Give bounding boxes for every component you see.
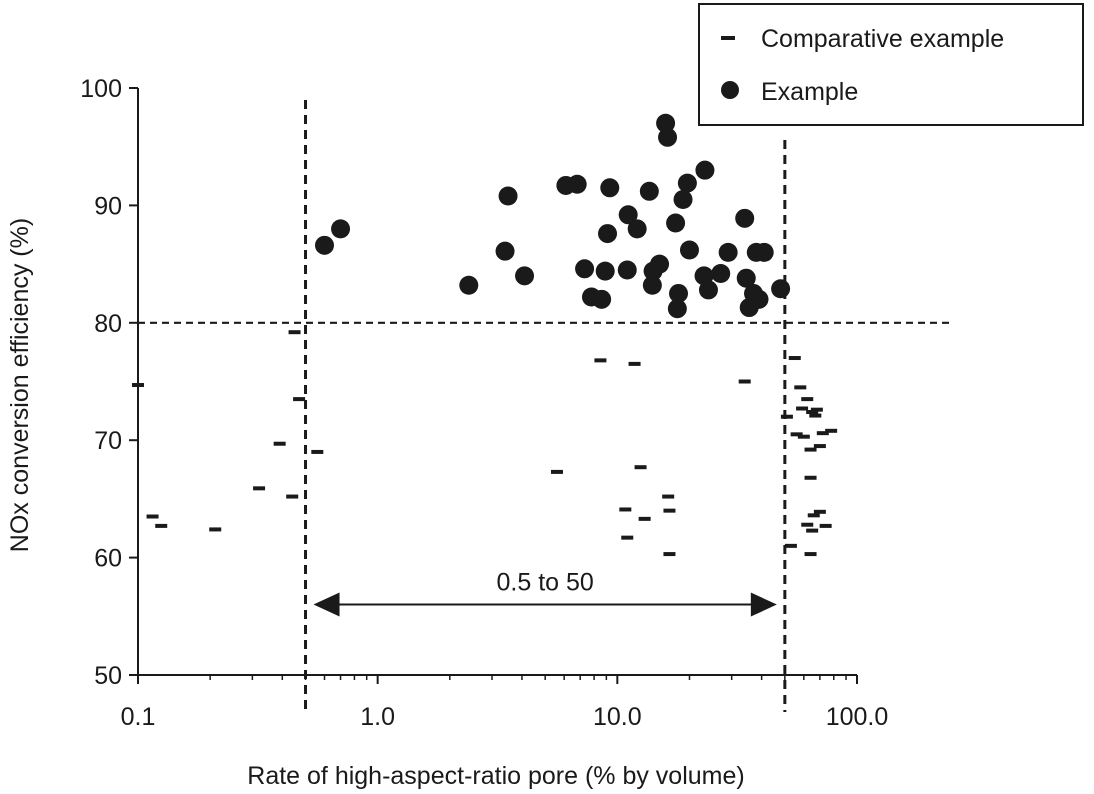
example-point [735,209,754,228]
y-tick-label: 60 [94,545,122,573]
example-point [515,266,534,285]
comparative-point [796,407,808,411]
comparative-point [805,552,817,556]
comparative-point [147,515,159,519]
x-axis-label: Rate of high-aspect-ratio pore (% by vol… [247,762,744,790]
legend-marker-example [721,81,739,99]
comparative-point [155,524,167,528]
comparative-point [635,465,647,469]
y-axis-label: NOx conversion efficiency (%) [6,218,34,552]
example-point [600,178,619,197]
comparative-point [805,476,817,480]
comparative-point [274,442,286,446]
comparative-point [806,529,818,533]
example-point [628,219,647,238]
example-point [592,290,611,309]
comparative-point [621,536,633,540]
example-point [650,255,669,274]
legend-box [699,4,1083,125]
comparative-point [809,414,821,418]
x-tick-label: 1.0 [360,703,395,731]
comparative-point [801,397,813,401]
y-ticks: 50 60 70 80 90 100 [80,75,138,690]
y-tick-label: 70 [94,427,122,455]
comparative-point [811,408,823,412]
example-point [598,224,617,243]
range-label: 0.5 to 50 [497,569,594,597]
comparative-point [789,356,801,360]
comparative-point [814,444,826,448]
example-point [575,259,594,278]
range-annotation: 0.5 to 50 [314,569,777,617]
example-point [755,243,774,262]
legend: Comparative example Example [699,4,1083,125]
comparative-point [662,495,674,499]
legend-marker-comparative [721,36,735,40]
example-point [771,279,790,298]
example-point [666,214,685,233]
x-ticks: 0.1 1.0 10.0 100.0 [121,675,889,731]
comparative-point [798,435,810,439]
comparative-point [801,523,813,527]
comparative-point [311,450,323,454]
comparative-point [663,509,675,513]
y-tick-label: 80 [94,310,122,338]
legend-label-comparative: Comparative example [761,25,1004,53]
example-point [499,187,518,206]
example-point [658,128,677,147]
comparative-point [253,486,265,490]
y-tick-label: 90 [94,192,122,220]
comparative-point [781,415,793,419]
comparative-point [132,383,144,387]
comparative-point [619,507,631,511]
comparative-point [209,527,221,531]
reference-lines [138,100,950,712]
y-tick-label: 50 [94,662,122,690]
comparative-point [785,544,797,548]
example-point [568,175,587,194]
example-point [331,219,350,238]
comparative-point [825,429,837,433]
example-point [496,242,515,261]
x-tick-label: 0.1 [121,703,156,731]
example-point [674,190,693,209]
example-point [699,280,718,299]
example-point [711,264,730,283]
comparative-point [808,513,820,517]
x-tick-label: 10.0 [593,703,642,731]
range-arrow-right-head [751,593,777,617]
comparative-point [663,552,675,556]
comparative-point [629,362,641,366]
y-tick-label: 100 [80,75,122,103]
example-point [680,241,699,260]
legend-label-example: Example [761,78,858,106]
axes: 50 60 70 80 90 100 0.1 1.0 10.0 100.0 [80,75,888,731]
example-point [678,174,697,193]
comparative-point [551,470,563,474]
comparative-point [639,517,651,521]
range-arrow-left-head [314,593,340,617]
example-point [669,284,688,303]
comparative-point [289,330,301,334]
example-point [640,182,659,201]
x-tick-label: 100.0 [826,703,889,731]
comparative-point [594,358,606,362]
comparative-point [293,397,305,401]
example-point [618,260,637,279]
series-example [315,114,790,318]
example-point [695,161,714,180]
example-point [749,290,768,309]
example-point [315,236,334,255]
comparative-point [286,495,298,499]
example-point [719,243,738,262]
comparative-point [814,510,826,514]
comparative-point [820,524,832,528]
series-comparative-example [132,330,837,556]
comparative-point [794,385,806,389]
example-point [459,276,478,295]
example-point [596,262,615,281]
comparative-point [739,380,751,384]
comparative-point [805,448,817,452]
